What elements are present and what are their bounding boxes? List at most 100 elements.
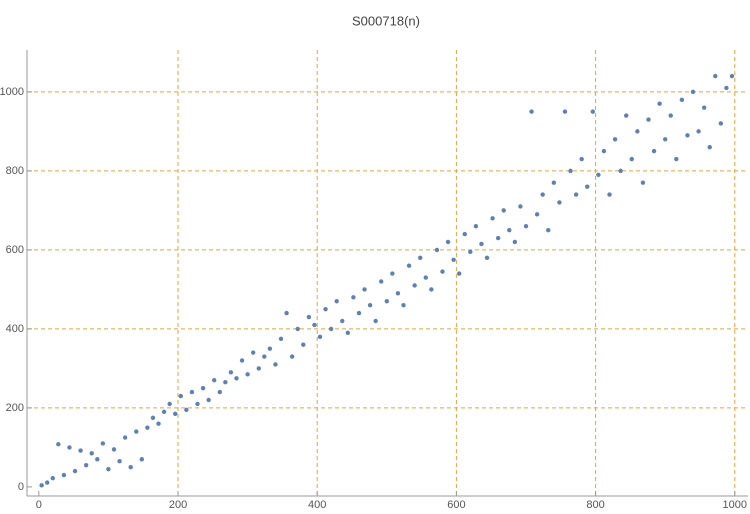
point — [579, 156, 584, 162]
point — [250, 350, 256, 355]
point — [418, 255, 423, 260]
point — [423, 275, 428, 280]
point — [351, 295, 356, 300]
point — [629, 156, 634, 162]
point — [67, 445, 72, 450]
point — [490, 216, 495, 221]
point — [173, 411, 178, 417]
point — [473, 223, 479, 229]
x-tick-label: 400 — [308, 499, 326, 511]
point — [685, 133, 690, 138]
x-tick-label: 600 — [447, 499, 465, 511]
point — [445, 239, 451, 245]
point — [724, 85, 729, 91]
point — [228, 370, 234, 375]
point — [624, 113, 629, 118]
point — [306, 314, 312, 320]
point — [585, 184, 590, 189]
point — [557, 200, 562, 205]
point — [395, 291, 401, 296]
point — [406, 263, 412, 268]
point — [440, 269, 445, 274]
point — [701, 105, 707, 110]
point — [568, 168, 573, 174]
point — [696, 129, 701, 134]
point — [373, 318, 378, 324]
point — [534, 212, 540, 217]
point — [390, 271, 395, 276]
point — [111, 447, 117, 452]
point — [662, 137, 668, 142]
point — [429, 287, 434, 292]
point — [412, 283, 417, 288]
point — [451, 257, 456, 262]
point — [646, 117, 651, 122]
point — [167, 401, 172, 407]
point — [618, 168, 623, 174]
point — [223, 380, 228, 385]
point — [328, 326, 334, 332]
point — [562, 109, 568, 114]
point — [245, 372, 250, 377]
y-tick-label: 1000 — [0, 86, 24, 98]
point — [117, 459, 122, 464]
point — [573, 192, 579, 197]
point — [145, 425, 150, 430]
point — [83, 462, 89, 468]
point — [150, 415, 156, 420]
point — [178, 393, 184, 399]
point — [596, 172, 601, 178]
point — [345, 330, 351, 336]
x-tick-label: 1000 — [723, 499, 747, 511]
point — [72, 468, 78, 474]
point — [501, 208, 506, 213]
y-tick-label: 400 — [6, 323, 24, 335]
point — [601, 148, 607, 154]
point — [707, 144, 712, 150]
point — [529, 109, 534, 114]
point — [713, 73, 718, 79]
point — [523, 223, 529, 229]
point — [95, 457, 100, 462]
point — [128, 464, 133, 470]
point — [340, 318, 345, 324]
point — [189, 389, 195, 395]
point — [718, 121, 724, 126]
point — [89, 451, 94, 456]
y-tick-label: 800 — [6, 165, 24, 177]
point — [212, 378, 217, 383]
x-tick-label: 200 — [169, 499, 187, 511]
point — [367, 302, 373, 308]
point — [607, 192, 612, 197]
point — [434, 247, 440, 253]
point — [657, 101, 662, 106]
point — [495, 235, 501, 241]
point — [267, 346, 273, 351]
point — [122, 435, 128, 440]
point — [674, 156, 679, 162]
point — [729, 73, 735, 79]
point — [217, 389, 222, 395]
point — [56, 442, 61, 447]
point — [284, 310, 289, 316]
point — [456, 271, 462, 276]
point — [184, 407, 189, 413]
point — [546, 227, 551, 233]
point — [551, 180, 557, 185]
point — [234, 376, 239, 381]
point — [518, 204, 523, 209]
point — [195, 401, 200, 407]
point — [100, 441, 106, 446]
point — [134, 429, 139, 434]
point — [512, 239, 518, 245]
point — [106, 466, 111, 472]
y-tick-label: 200 — [6, 402, 24, 414]
point — [61, 472, 67, 478]
point — [262, 354, 267, 359]
point — [78, 448, 83, 453]
point — [651, 148, 657, 154]
x-tick-label: 0 — [36, 499, 42, 511]
point — [479, 241, 484, 247]
chart-title: S000718(n) — [352, 13, 420, 28]
